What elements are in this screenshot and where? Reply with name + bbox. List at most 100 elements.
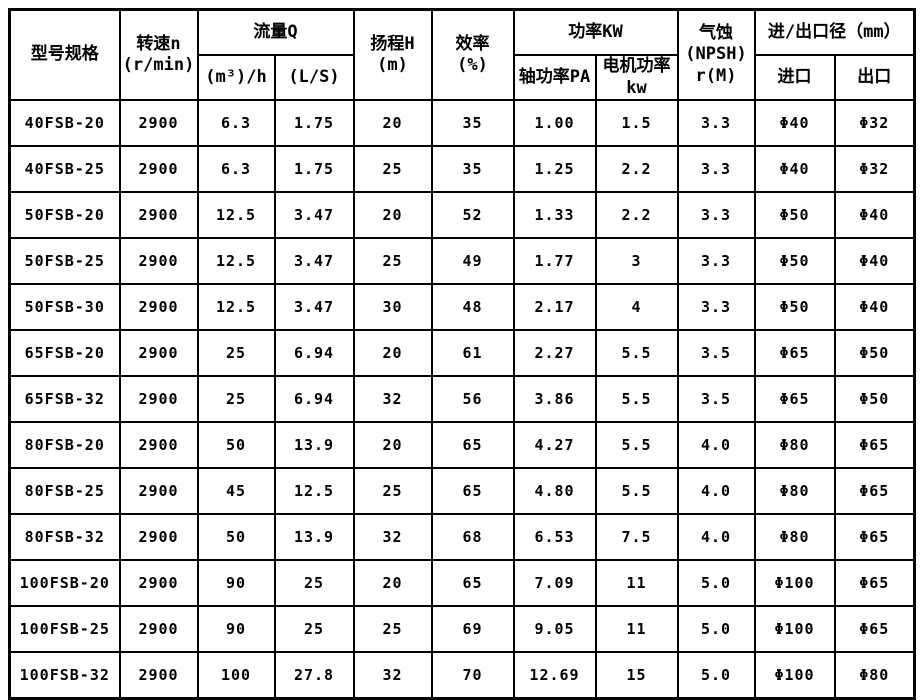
speed-cell: 2900 (118, 145, 199, 193)
outlet-diameter-cell: Φ40 (833, 191, 916, 239)
speed-cell: 2900 (118, 283, 199, 331)
shaft-power-cell: 4.27 (512, 421, 597, 469)
efficiency-cell: 65 (430, 467, 515, 515)
model-cell: 80FSB-25 (8, 467, 121, 515)
model-cell: 65FSB-32 (8, 375, 121, 423)
npsh-cell: 4.0 (676, 467, 756, 515)
inlet-diameter-cell: Φ65 (753, 329, 836, 377)
shaft-power-cell: 1.25 (512, 145, 597, 193)
model-cell: 40FSB-25 (8, 145, 121, 193)
header-power-shaft: 轴功率PA (512, 54, 597, 101)
model-cell: 100FSB-32 (8, 651, 121, 700)
outlet-diameter-cell: Φ80 (833, 651, 916, 700)
inlet-diameter-cell: Φ50 (753, 237, 836, 285)
efficiency-cell: 35 (430, 145, 515, 193)
inlet-diameter-cell: Φ100 (753, 651, 836, 700)
table-row: 100FSB-32 2900 100 27.8 32 70 12.69 15 5.0 Φ100 Φ8… (8, 651, 916, 700)
shaft-power-cell: 12.69 (512, 651, 597, 700)
header-inlet-outlet-group: 进/出口径（mm） (753, 8, 916, 56)
shaft-power-cell: 2.27 (512, 329, 597, 377)
header-model: 型号规格 (8, 8, 121, 101)
motor-power-cell: 5.5 (594, 329, 679, 377)
head-cell: 20 (352, 191, 433, 239)
flow-m3h-cell: 6.3 (196, 145, 276, 193)
header-efficiency: 效率 (%) (430, 8, 515, 101)
npsh-cell: 3.3 (676, 237, 756, 285)
npsh-cell: 3.5 (676, 375, 756, 423)
npsh-cell: 5.0 (676, 559, 756, 607)
flow-ls-cell: 3.47 (273, 191, 355, 239)
head-cell: 25 (352, 467, 433, 515)
table-row: 80FSB-20 2900 50 13.9 20 65 4.27 5.5 4.0 Φ80 Φ65 (8, 421, 916, 469)
speed-cell: 2900 (118, 99, 199, 147)
speed-cell: 2900 (118, 237, 199, 285)
efficiency-cell: 49 (430, 237, 515, 285)
head-cell: 20 (352, 421, 433, 469)
npsh-cell: 5.0 (676, 605, 756, 653)
head-cell: 32 (352, 513, 433, 561)
efficiency-cell: 70 (430, 651, 515, 700)
speed-cell: 2900 (118, 559, 199, 607)
motor-power-cell: 4 (594, 283, 679, 331)
outlet-diameter-cell: Φ65 (833, 467, 916, 515)
table-row: 65FSB-32 2900 25 6.94 32 56 3.86 5.5 3.5 Φ65 Φ50 (8, 375, 916, 423)
pump-spec-table-container: 型号规格 转速n (r/min) 流量Q 扬程H (m) 效率 (%) 功率KW… (8, 8, 917, 700)
inlet-diameter-cell: Φ80 (753, 467, 836, 515)
speed-cell: 2900 (118, 651, 199, 700)
npsh-cell: 3.3 (676, 99, 756, 147)
flow-ls-cell: 1.75 (273, 145, 355, 193)
efficiency-cell: 65 (430, 559, 515, 607)
motor-power-cell: 7.5 (594, 513, 679, 561)
table-row: 50FSB-20 2900 12.5 3.47 20 52 1.33 2.2 3.3 Φ50 Φ40 (8, 191, 916, 239)
inlet-diameter-cell: Φ80 (753, 421, 836, 469)
inlet-diameter-cell: Φ40 (753, 145, 836, 193)
inlet-diameter-cell: Φ80 (753, 513, 836, 561)
flow-ls-cell: 13.9 (273, 513, 355, 561)
header-flow-ls: (L/S) (273, 54, 355, 101)
table-row: 65FSB-20 2900 25 6.94 20 61 2.27 5.5 3.5 Φ65 Φ50 (8, 329, 916, 377)
model-cell: 100FSB-25 (8, 605, 121, 653)
flow-m3h-cell: 90 (196, 559, 276, 607)
flow-ls-cell: 12.5 (273, 467, 355, 515)
outlet-diameter-cell: Φ50 (833, 329, 916, 377)
flow-ls-cell: 25 (273, 559, 355, 607)
flow-ls-cell: 3.47 (273, 283, 355, 331)
header-flow-group: 流量Q (196, 8, 355, 56)
shaft-power-cell: 1.33 (512, 191, 597, 239)
speed-cell: 2900 (118, 513, 199, 561)
motor-power-cell: 5.5 (594, 375, 679, 423)
outlet-diameter-cell: Φ65 (833, 605, 916, 653)
npsh-cell: 4.0 (676, 421, 756, 469)
flow-ls-cell: 13.9 (273, 421, 355, 469)
outlet-diameter-cell: Φ65 (833, 421, 916, 469)
table-header: 型号规格 转速n (r/min) 流量Q 扬程H (m) 效率 (%) 功率KW… (8, 8, 916, 101)
shaft-power-cell: 1.00 (512, 99, 597, 147)
flow-ls-cell: 1.75 (273, 99, 355, 147)
shaft-power-cell: 6.53 (512, 513, 597, 561)
speed-cell: 2900 (118, 329, 199, 377)
table-row: 100FSB-20 2900 90 25 20 65 7.09 11 5.0 Φ100 Φ65 (8, 559, 916, 607)
table-row: 100FSB-25 2900 90 25 25 69 9.05 11 5.0 Φ100 Φ65 (8, 605, 916, 653)
table-body: 40FSB-20 2900 6.3 1.75 20 35 1.00 1.5 3.3 Φ40 Φ32 4… (8, 99, 916, 700)
motor-power-cell: 3 (594, 237, 679, 285)
header-outlet: 出口 (833, 54, 916, 101)
npsh-cell: 3.3 (676, 145, 756, 193)
npsh-cell: 5.0 (676, 651, 756, 700)
efficiency-cell: 56 (430, 375, 515, 423)
flow-m3h-cell: 100 (196, 651, 276, 700)
head-cell: 30 (352, 283, 433, 331)
speed-cell: 2900 (118, 605, 199, 653)
model-cell: 80FSB-32 (8, 513, 121, 561)
header-power-motor: 电机功率 kw (594, 54, 679, 101)
table-row: 80FSB-32 2900 50 13.9 32 68 6.53 7.5 4.0 Φ80 Φ65 (8, 513, 916, 561)
header-speed: 转速n (r/min) (118, 8, 199, 101)
outlet-diameter-cell: Φ50 (833, 375, 916, 423)
npsh-cell: 4.0 (676, 513, 756, 561)
head-cell: 20 (352, 329, 433, 377)
head-cell: 32 (352, 375, 433, 423)
npsh-cell: 3.3 (676, 283, 756, 331)
model-cell: 65FSB-20 (8, 329, 121, 377)
header-inlet: 进口 (753, 54, 836, 101)
table-row: 50FSB-25 2900 12.5 3.47 25 49 1.77 3 3.3 Φ50 Φ40 (8, 237, 916, 285)
inlet-diameter-cell: Φ65 (753, 375, 836, 423)
